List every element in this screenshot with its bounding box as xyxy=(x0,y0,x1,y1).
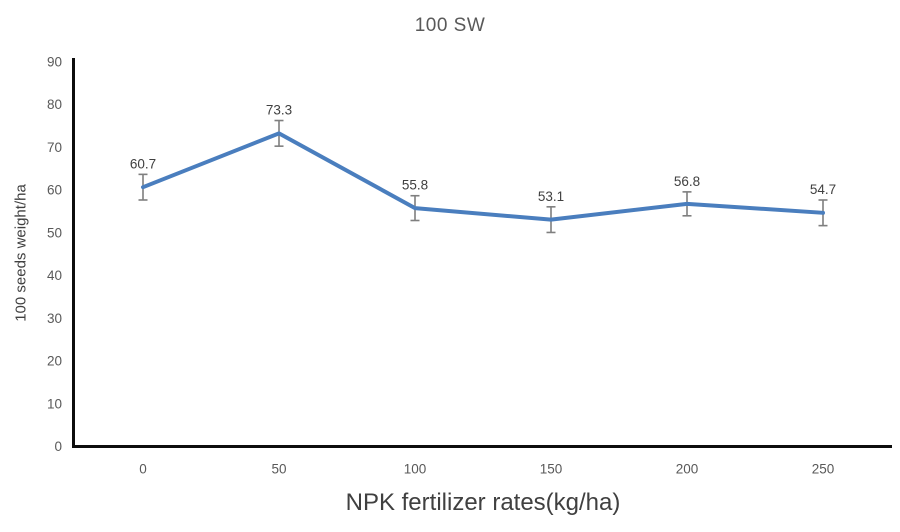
data-point-label: 54.7 xyxy=(810,182,836,197)
x-tick-label: 50 xyxy=(271,462,286,477)
y-tick-label: 40 xyxy=(47,268,62,283)
y-tick-label: 70 xyxy=(47,140,62,155)
y-tick-label: 10 xyxy=(47,396,62,411)
data-point-label: 55.8 xyxy=(402,178,428,193)
x-tick-label: 0 xyxy=(139,462,147,477)
x-tick-label: 200 xyxy=(676,462,699,477)
x-tick-label: 250 xyxy=(812,462,835,477)
data-point-label: 60.7 xyxy=(130,156,156,171)
data-point-label: 53.1 xyxy=(538,189,564,204)
y-tick-label: 60 xyxy=(47,183,62,198)
x-axis-title: NPK fertilizer rates(kg/ha) xyxy=(345,489,621,516)
series-line xyxy=(141,131,825,222)
y-tick-label: 20 xyxy=(47,354,62,369)
y-tick-label: 90 xyxy=(47,55,62,70)
chart-title: 100 SW xyxy=(414,15,486,36)
y-tick-label: 30 xyxy=(47,311,62,326)
data-point-label: 73.3 xyxy=(266,103,292,118)
data-point-label: 56.8 xyxy=(674,174,700,189)
x-tick-label: 100 xyxy=(404,462,427,477)
y-tick-label: 80 xyxy=(47,97,62,112)
y-tick-label: 0 xyxy=(54,439,62,454)
y-tick-label: 50 xyxy=(47,225,62,240)
x-tick-label: 150 xyxy=(540,462,563,477)
